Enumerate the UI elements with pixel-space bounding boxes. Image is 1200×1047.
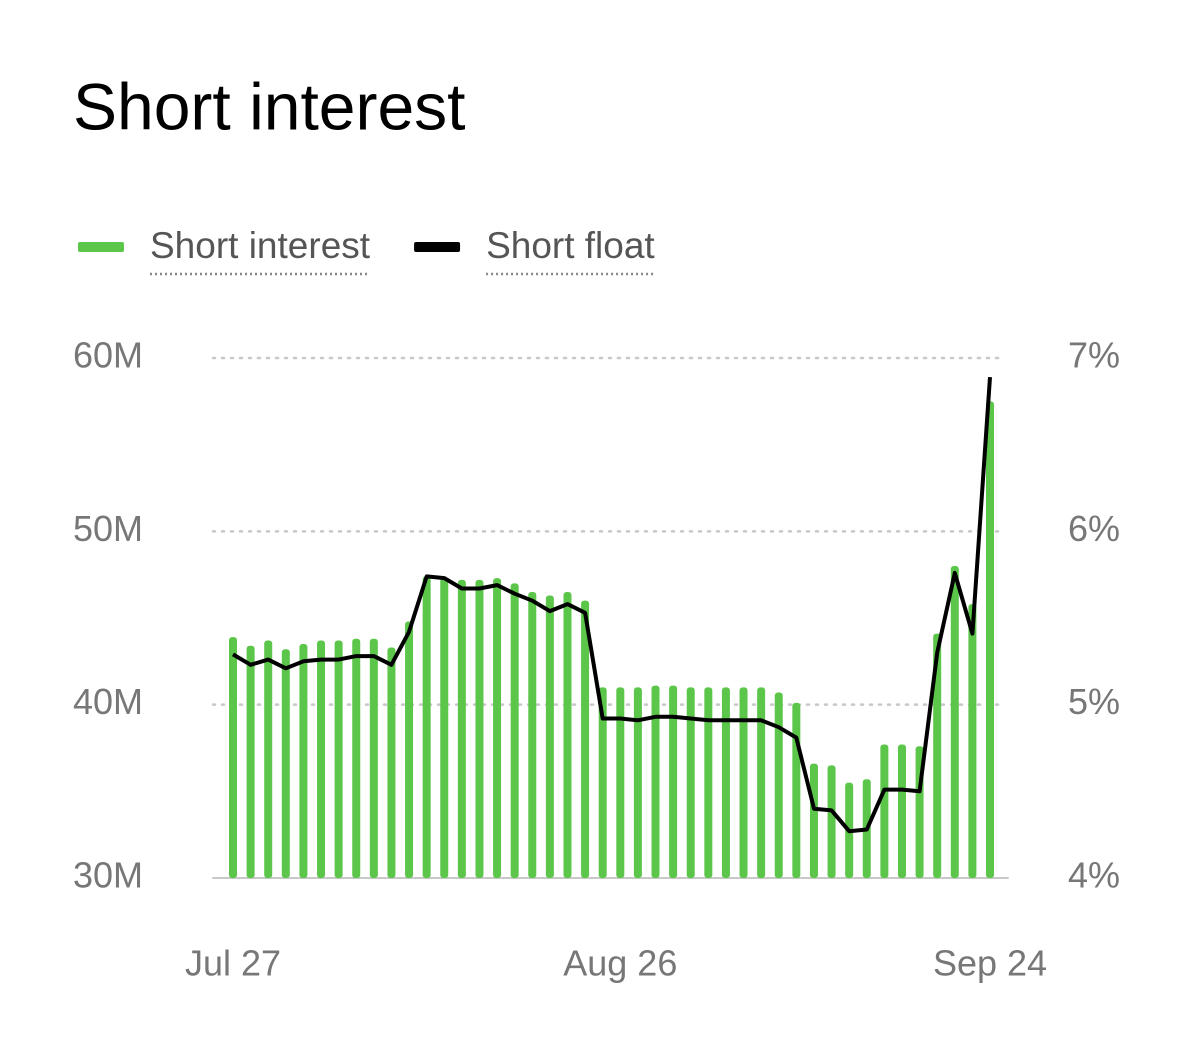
bar (246, 645, 255, 878)
bar (598, 687, 607, 878)
y-tick-label: 40M (73, 681, 143, 722)
y2-tick-label: 4% (1068, 855, 1120, 896)
y-tick-label: 60M (73, 335, 143, 376)
bar (986, 401, 994, 878)
x-tick-label: Jul 27 (185, 943, 281, 984)
legend-label[interactable]: Short float (486, 225, 655, 266)
bar (317, 640, 326, 878)
y2-tick-label: 6% (1068, 508, 1120, 549)
bar (281, 649, 290, 878)
bar (968, 604, 977, 878)
bar (669, 685, 678, 878)
bar (774, 692, 783, 878)
bar (493, 578, 502, 878)
y2-tick-label: 7% (1068, 335, 1120, 376)
bar (757, 687, 766, 878)
bar (950, 566, 959, 878)
bar (792, 702, 801, 878)
bar (616, 687, 625, 878)
bar (651, 685, 660, 878)
bar (809, 763, 818, 878)
bar (334, 640, 343, 878)
legend-label[interactable]: Short interest (150, 225, 371, 266)
x-tick-label: Aug 26 (563, 943, 677, 984)
y2-tick-label: 5% (1068, 681, 1120, 722)
chart-title: Short interest (73, 69, 466, 143)
bar (475, 579, 484, 878)
bar (299, 644, 308, 878)
x-tick-label: Sep 24 (933, 943, 1047, 984)
bar (739, 687, 748, 878)
bar (633, 687, 642, 878)
y-tick-label: 30M (73, 855, 143, 896)
bar (405, 621, 414, 878)
bar (369, 638, 378, 878)
bar (880, 744, 889, 878)
bar (704, 687, 713, 878)
bar (510, 583, 519, 878)
bar (387, 647, 396, 878)
bar (422, 576, 431, 878)
bar (827, 765, 836, 878)
bar (686, 687, 695, 878)
bar (440, 578, 449, 878)
legend-swatch (414, 242, 461, 252)
bar (264, 640, 273, 878)
bar (229, 637, 237, 878)
bar (352, 638, 361, 878)
bar (897, 744, 906, 878)
bar (933, 633, 942, 878)
bar (545, 595, 554, 878)
legend-swatch (78, 242, 124, 252)
bar (581, 600, 590, 878)
bar (563, 592, 572, 878)
bar (457, 579, 466, 878)
bar (528, 592, 537, 878)
bar (721, 687, 730, 878)
y-tick-label: 50M (73, 508, 143, 549)
line (231, 376, 992, 834)
